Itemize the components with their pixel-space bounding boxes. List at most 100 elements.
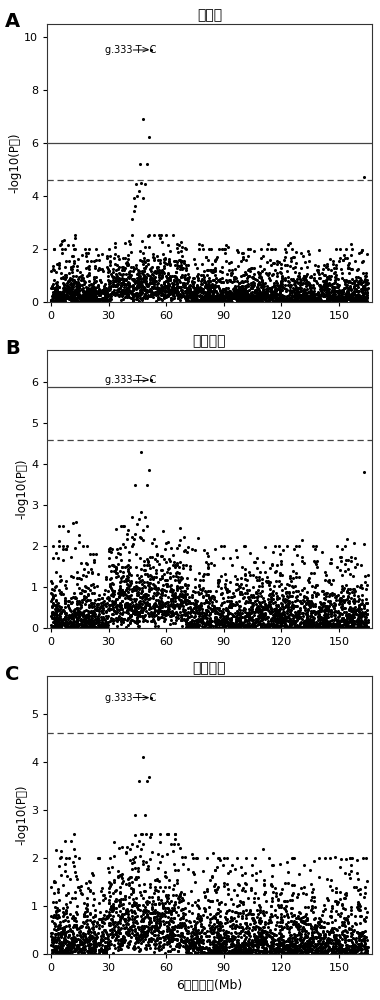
Point — [218, 285, 224, 301]
Point — [234, 620, 240, 636]
Point — [109, 903, 115, 919]
Point — [59, 291, 65, 307]
Point — [189, 617, 195, 633]
Point — [328, 935, 334, 951]
Point — [68, 614, 74, 630]
Point — [91, 288, 97, 304]
Point — [316, 603, 322, 619]
Point — [323, 280, 329, 296]
Point — [56, 610, 62, 626]
Point — [118, 616, 124, 632]
Point — [232, 940, 238, 956]
Point — [309, 288, 315, 304]
Point — [261, 931, 267, 947]
Point — [57, 615, 63, 631]
Point — [216, 273, 222, 289]
Point — [297, 280, 303, 296]
Point — [251, 617, 257, 633]
Point — [124, 286, 130, 302]
Point — [338, 939, 344, 955]
Point — [55, 618, 61, 634]
Point — [324, 923, 330, 939]
Point — [317, 943, 323, 959]
Point — [119, 613, 125, 629]
Point — [133, 288, 139, 304]
Point — [69, 261, 75, 277]
Point — [336, 292, 342, 308]
Point — [207, 291, 214, 307]
Point — [357, 616, 363, 632]
Point — [272, 273, 279, 289]
Point — [296, 924, 302, 940]
Point — [308, 918, 314, 934]
Point — [154, 930, 160, 946]
Point — [172, 257, 178, 273]
Point — [275, 936, 281, 952]
Point — [271, 616, 277, 632]
Point — [186, 913, 192, 929]
Point — [283, 946, 290, 962]
Point — [207, 944, 214, 960]
Point — [97, 599, 103, 615]
Point — [223, 600, 229, 616]
Point — [112, 563, 118, 579]
Point — [96, 603, 102, 619]
Point — [78, 597, 84, 613]
Point — [207, 934, 213, 950]
Point — [84, 916, 90, 932]
Point — [67, 602, 73, 618]
Point — [133, 285, 139, 301]
Point — [308, 283, 314, 299]
Point — [103, 910, 109, 926]
Point — [116, 582, 122, 598]
Point — [111, 285, 117, 301]
Point — [106, 550, 112, 566]
Point — [279, 945, 285, 961]
Y-axis label: -log10(P局): -log10(P局) — [8, 132, 21, 193]
Point — [341, 580, 347, 596]
Point — [110, 286, 116, 302]
Point — [273, 283, 279, 299]
Point — [165, 561, 171, 577]
Point — [167, 923, 173, 939]
Point — [175, 943, 181, 959]
Point — [220, 941, 226, 957]
Point — [133, 926, 139, 942]
Point — [174, 875, 180, 891]
Point — [184, 944, 190, 960]
Point — [75, 879, 81, 895]
Point — [217, 282, 223, 298]
Point — [217, 291, 223, 307]
Point — [119, 262, 125, 278]
Point — [339, 293, 345, 309]
Point — [263, 281, 269, 297]
Point — [332, 932, 338, 948]
Point — [64, 275, 70, 291]
Point — [154, 547, 160, 563]
Point — [197, 932, 203, 948]
Point — [304, 606, 310, 622]
Point — [154, 259, 160, 275]
Point — [176, 537, 182, 553]
Point — [155, 602, 162, 618]
Point — [301, 946, 307, 962]
Point — [262, 884, 268, 900]
Point — [100, 292, 106, 308]
Point — [173, 264, 179, 280]
Point — [291, 941, 298, 957]
Point — [324, 256, 330, 272]
Point — [259, 922, 265, 938]
Point — [65, 619, 71, 635]
Point — [68, 277, 74, 293]
Point — [94, 285, 100, 301]
Point — [332, 264, 338, 280]
Point — [225, 292, 231, 308]
Point — [219, 270, 225, 286]
Point — [283, 281, 290, 297]
Point — [291, 939, 298, 955]
Point — [279, 596, 285, 612]
Point — [110, 274, 116, 290]
Point — [77, 927, 83, 943]
Point — [353, 933, 359, 949]
Point — [122, 911, 128, 927]
